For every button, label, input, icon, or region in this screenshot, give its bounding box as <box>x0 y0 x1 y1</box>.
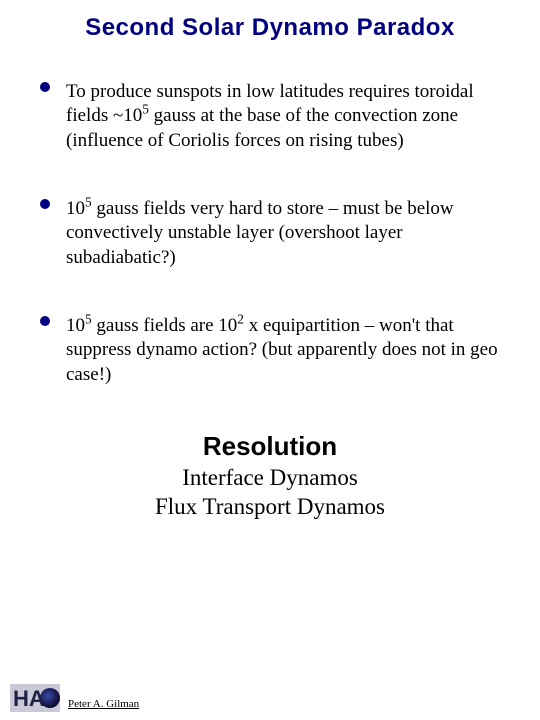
bullet-item: 105 gauss fields very hard to store – mu… <box>40 197 500 270</box>
author-name: Peter A. Gilman <box>68 698 139 710</box>
bullet-item: To produce sunspots in low latitudes req… <box>40 80 500 153</box>
text-segment: 10 <box>66 198 85 219</box>
bullet-text: 105 gauss fields very hard to store – mu… <box>66 197 500 270</box>
text-segment: 10 <box>66 315 85 336</box>
bullet-text: To produce sunspots in low latitudes req… <box>66 80 500 153</box>
bullet-marker-icon <box>40 199 50 209</box>
bullet-marker-icon <box>40 316 50 326</box>
resolution-block: Resolution Interface Dynamos Flux Transp… <box>0 431 540 522</box>
resolution-line: Flux Transport Dynamos <box>0 493 540 522</box>
bullet-item: 105 gauss fields are 102 x equipartition… <box>40 314 500 387</box>
text-segment: gauss fields are 10 <box>92 315 238 336</box>
resolution-heading: Resolution <box>0 431 540 462</box>
bullet-text: 105 gauss fields are 102 x equipartition… <box>66 314 500 387</box>
resolution-line: Interface Dynamos <box>0 464 540 493</box>
superscript: 5 <box>85 195 92 210</box>
superscript: 5 <box>142 102 149 117</box>
slide-title: Second Solar Dynamo Paradox <box>0 0 540 42</box>
text-segment: gauss fields very hard to store – must b… <box>66 198 454 268</box>
bullet-marker-icon <box>40 82 50 92</box>
superscript: 5 <box>85 312 92 327</box>
hao-logo-icon: HA <box>10 684 60 712</box>
slide-footer: HA Peter A. Gilman <box>10 684 139 712</box>
superscript: 2 <box>237 312 244 327</box>
bullet-list: To produce sunspots in low latitudes req… <box>0 42 540 387</box>
